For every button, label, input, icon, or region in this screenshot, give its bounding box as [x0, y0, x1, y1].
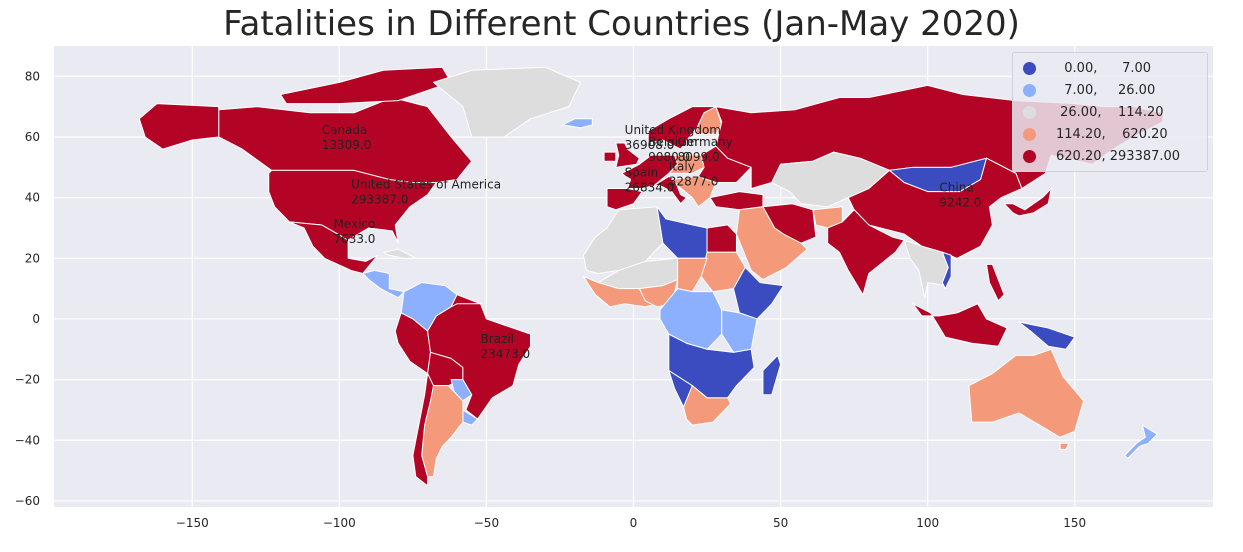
legend-label: 7.00, 26.00	[1056, 82, 1156, 98]
y-tick-label: 0	[32, 312, 40, 326]
country-tasmania	[1059, 442, 1070, 450]
legend-label: 26.00, 114.20	[1056, 104, 1164, 120]
legend: 0.00, 7.00 7.00, 26.00 26.00, 114.20 114.…	[1012, 52, 1208, 172]
y-tick-label: 40	[25, 191, 40, 205]
legend-item: 620.20, 293387.00	[1023, 145, 1180, 167]
country-canada	[218, 97, 473, 193]
country-malaysia-indonesia	[912, 303, 1008, 347]
country-new-zealand	[1124, 424, 1158, 459]
country-name-label: Mexico	[333, 217, 375, 231]
x-tick-label: −100	[323, 516, 356, 530]
y-tick-label: 20	[25, 251, 40, 265]
legend-label: 114.20, 620.20	[1056, 126, 1168, 142]
x-tick-label: 100	[916, 516, 939, 530]
y-tick-label: −40	[15, 433, 40, 447]
country-iberia	[606, 188, 643, 211]
country-mexico	[288, 221, 379, 274]
country-italy	[653, 175, 687, 205]
legend-marker-icon	[1023, 105, 1036, 119]
country-name-label: Belgium	[648, 135, 697, 149]
country-egypt	[706, 224, 737, 253]
country-name-label: United Kingdom	[625, 123, 721, 137]
country-korea-japan	[1003, 188, 1052, 217]
y-tick-label: −60	[15, 494, 40, 508]
country-philippines	[985, 263, 1005, 302]
country-southeast-asia	[903, 239, 952, 299]
legend-marker-icon	[1023, 149, 1036, 163]
country-greenland	[432, 66, 582, 138]
country-south-africa	[683, 385, 732, 426]
legend-marker-icon	[1023, 61, 1036, 75]
fatality-value-label: 13309.0	[322, 138, 372, 152]
country-usa	[268, 169, 437, 244]
fatality-value-label: 9080.0	[648, 150, 690, 164]
x-tick-label: 150	[1063, 516, 1086, 530]
country-chad	[677, 257, 708, 293]
fatality-value-label: 32877.0	[669, 174, 719, 188]
legend-item: 7.00, 26.00	[1023, 79, 1155, 101]
country-madagascar	[762, 354, 782, 396]
legend-item: 114.20, 620.20	[1023, 123, 1168, 145]
country-alaska	[138, 103, 220, 150]
country-ireland	[603, 151, 617, 162]
country-cuba	[382, 248, 417, 259]
country-name-label: Brazil	[481, 332, 515, 346]
fatality-value-label: 23473.0	[481, 347, 531, 361]
axis-ticks: −150 −100 −50 0 50 100 150 −60 −40 −20 0 20 40 60 80	[15, 69, 1087, 530]
country-name-label: Germany	[678, 135, 733, 149]
legend-item: 0.00, 7.00	[1023, 57, 1151, 79]
y-tick-label: −20	[15, 373, 40, 387]
country-namibia	[668, 370, 693, 408]
country-iceland	[562, 118, 593, 129]
legend-marker-icon	[1023, 83, 1036, 97]
x-tick-label: 0	[630, 516, 638, 530]
legend-label: 620.20, 293387.00	[1056, 148, 1181, 164]
country-name-label: United States of America	[351, 178, 501, 192]
x-tick-label: 50	[773, 516, 788, 530]
country-china	[847, 157, 1023, 259]
country-name-label: Spain	[625, 165, 659, 179]
country-chile	[412, 373, 434, 487]
y-tick-label: 60	[25, 130, 40, 144]
legend-item: 26.00, 114.20	[1023, 101, 1164, 123]
country-paraguay	[450, 379, 473, 402]
chart-title: Fatalities in Different Countries (Jan-M…	[223, 4, 1020, 44]
fatality-value-label: 9242.0	[939, 196, 981, 210]
fatality-value-label: 7633.0	[333, 232, 375, 246]
fatality-value-label: 8099.0	[678, 150, 720, 164]
country-brazil	[427, 303, 532, 420]
country-name-label: Canada	[322, 123, 368, 137]
country-west-africa-coast	[582, 276, 658, 308]
fatality-value-label: 36908.0	[625, 138, 675, 152]
country-name-label: Italy	[669, 159, 695, 173]
x-tick-label: −50	[474, 516, 499, 530]
country-iran	[762, 203, 817, 244]
fatality-value-label: 293387.0	[351, 193, 408, 207]
fatality-value-label: 26834.0	[625, 180, 675, 194]
country-pakistan-india	[827, 209, 905, 296]
x-tick-label: −150	[176, 516, 209, 530]
country-papua	[1018, 321, 1076, 350]
country-australia	[968, 348, 1085, 438]
country-uk	[615, 142, 640, 168]
legend-marker-icon	[1023, 127, 1036, 141]
legend-label: 0.00, 7.00	[1056, 60, 1152, 76]
country-name-label: China	[939, 181, 973, 195]
y-tick-label: 80	[25, 69, 40, 83]
country-vietnam	[941, 251, 952, 290]
